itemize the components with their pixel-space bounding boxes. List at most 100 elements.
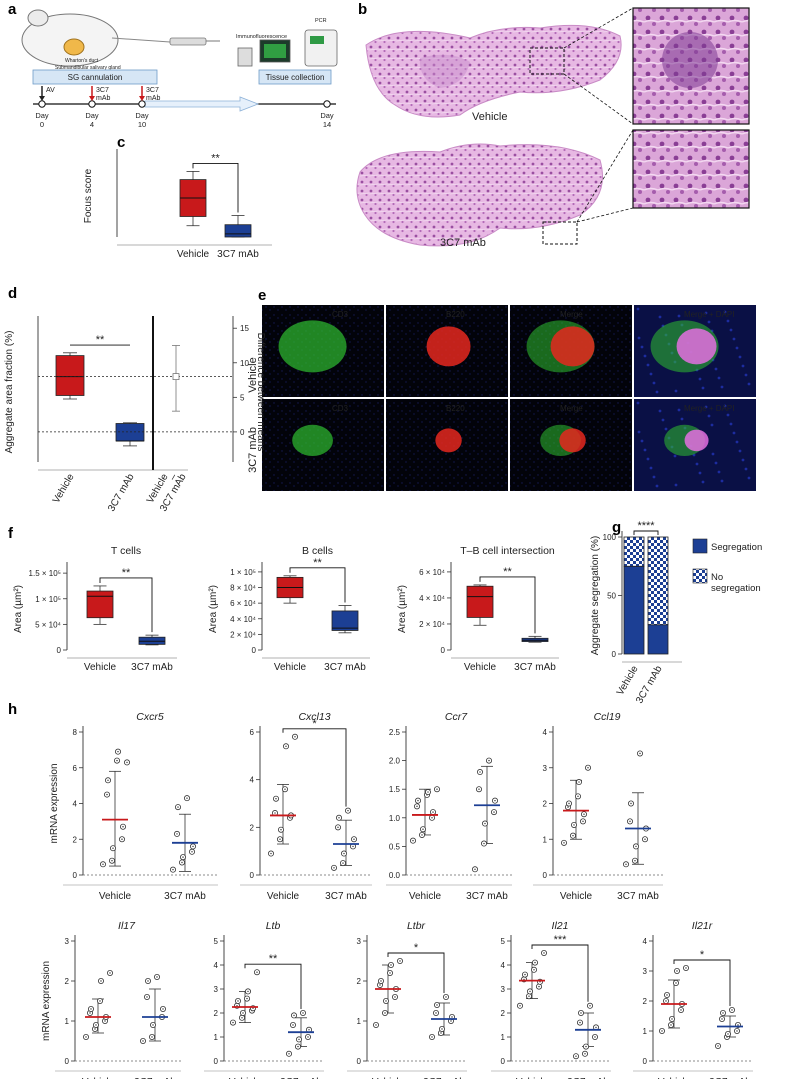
timeline-day-label: 0: [40, 120, 44, 129]
y-tick-label: 5: [501, 937, 506, 946]
significance-stars: *: [414, 942, 419, 954]
timeline-marker-label: AV: [46, 87, 55, 94]
data-point-center: [634, 860, 636, 862]
b220-signal: [435, 428, 462, 453]
cannulation-label: SG cannulation: [68, 73, 123, 82]
dapi-speck: [680, 417, 684, 421]
data-point-center: [629, 820, 631, 823]
data-point-center: [280, 829, 282, 831]
cannulation-box: [32, 69, 158, 85]
chart-d: d Aggregate area fraction (%) Vehicle 3C7 m…: [4, 285, 266, 514]
dapi-speck: [695, 462, 699, 466]
data-point-center: [529, 990, 531, 993]
panel-label-g: g: [612, 519, 621, 536]
data-point-center: [186, 797, 188, 799]
y-tick-label: 1 × 10⁵: [35, 595, 61, 604]
timeline-day-label: Day: [320, 111, 334, 120]
significance-stars: **: [503, 566, 512, 578]
dapi-speck: [738, 355, 742, 359]
chart-title: T cells: [111, 545, 141, 557]
data-point-center: [635, 845, 637, 848]
data-point-center: [146, 996, 148, 998]
chart-h4: Ccl19 0 1 2 3 4 Vehicle 3C7 mAb: [533, 711, 663, 902]
dapi-speck: [643, 448, 647, 452]
data-point-center: [385, 1000, 387, 1002]
data-point-center: [126, 761, 128, 764]
significance-bracket: [289, 567, 346, 603]
chart-title: T–B cell intersection: [460, 545, 555, 557]
x-category-label: 3C7 mAb: [164, 891, 206, 902]
dapi-speck: [649, 466, 653, 470]
y-tick-label: 2: [643, 997, 648, 1006]
data-point-center: [256, 971, 258, 973]
y-tick-label: 0: [73, 871, 78, 880]
dapi-speck: [741, 364, 745, 368]
y-tick-label: 2.0: [389, 757, 401, 766]
data-point-center: [736, 1030, 738, 1032]
chart-title: Ltbr: [407, 920, 426, 932]
dapi-speck: [640, 345, 644, 349]
x-category-label: Vehicle: [177, 249, 210, 260]
x-category-label: 3C7 mAb: [514, 662, 556, 673]
data-point-center: [412, 839, 414, 842]
significance-bracket: [387, 952, 445, 993]
data-point-center: [191, 851, 193, 853]
data-point-center: [116, 759, 118, 762]
if-channel-label: Merge + DAPI: [684, 404, 734, 413]
timeline-marker-label: 3C7: [146, 87, 159, 94]
if-image-grid: CD3 B220 Merge Merge + DAPI CD3 B220 Merge Merg…: [262, 305, 756, 491]
data-point-center: [104, 1020, 106, 1022]
panel-e: e Vehicle 3C7 mAb CD3 B220 Merge Merge + DA…: [247, 287, 756, 491]
x-category-label: 3C7 mAb: [617, 891, 659, 902]
data-point-center: [147, 980, 149, 982]
significance-bracket: [673, 959, 731, 1006]
timeline-marker-label: mAb: [146, 95, 161, 102]
y-tick-label: 2 × 10⁴: [230, 630, 256, 639]
y-tick-label: 1: [543, 835, 548, 844]
data-point-center: [432, 811, 434, 813]
data-point-center: [177, 806, 179, 808]
zoom-box-vehicle: [529, 47, 565, 75]
significance-stars: **: [96, 334, 105, 346]
data-point-center: [337, 826, 339, 829]
box-body: [138, 636, 166, 645]
timeline-day-label: Day: [85, 111, 99, 120]
legend-swatch: [692, 538, 708, 554]
data-point-center: [493, 811, 495, 813]
chart-f3: T–B cell intersection Area (µm²) 0 2 × 10⁴ 4…: [397, 545, 559, 673]
data-point-center: [176, 833, 178, 835]
data-point-center: [90, 1008, 92, 1010]
dapi-speck: [655, 484, 659, 488]
data-point-center: [661, 1030, 663, 1032]
if-channel-label: Merge: [560, 404, 583, 413]
timeline-day-label: Day: [135, 111, 149, 120]
chart-title: Il17: [118, 920, 136, 932]
data-point-center: [389, 972, 391, 974]
data-point-center: [440, 1032, 442, 1034]
dapi-speck: [744, 373, 748, 377]
x-category-label: Vehicle: [99, 891, 132, 902]
data-point-center: [347, 809, 349, 812]
data-point-center: [721, 1018, 723, 1020]
x-category-label: Vehicle: [516, 1077, 549, 1079]
data-point-center: [680, 1009, 682, 1011]
data-point-center: [352, 845, 354, 848]
significance-stars: **: [313, 557, 322, 569]
data-point-center: [353, 838, 355, 840]
x-category-label: Vehicle: [560, 891, 593, 902]
data-point-center: [232, 1021, 234, 1024]
panel-label-b: b: [358, 1, 367, 18]
dapi-speck: [664, 427, 668, 431]
data-point-center: [279, 838, 281, 840]
y-tick-label: 1.0: [389, 814, 401, 823]
y-tick-label: 2: [73, 835, 78, 844]
y-axis-label: mRNA expression: [41, 961, 52, 1041]
chart-h6: Ltb 0 1 2 3 4 5 Vehicle 3C7 mAb **: [204, 920, 324, 1079]
data-point-center: [293, 1014, 295, 1017]
y-tick-label: 1: [357, 1017, 362, 1026]
dapi-speck: [717, 470, 721, 474]
if-channel-label: Merge + DAPI: [684, 310, 734, 319]
chart-h7: Ltbr 0 1 2 3 Vehicle 3C7 mAb *: [347, 920, 467, 1079]
x-category-label: 3C7 mAb: [567, 1077, 609, 1079]
data-point-center: [431, 1036, 433, 1038]
